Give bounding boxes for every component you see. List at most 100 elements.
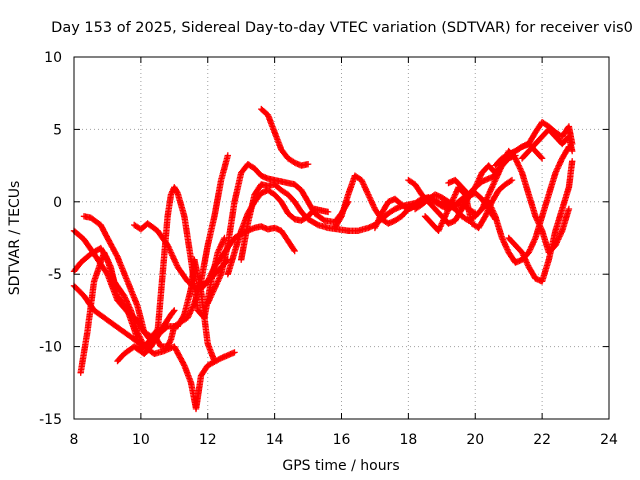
data-point [205, 298, 212, 305]
data-point [291, 247, 298, 255]
series-track-12 [204, 161, 352, 307]
data-point [532, 213, 539, 220]
x-tick-label: 16 [333, 432, 351, 448]
data-point [121, 294, 128, 301]
data-point [498, 163, 505, 171]
data-point [224, 152, 231, 159]
data-point [372, 223, 379, 230]
data-point [168, 189, 175, 197]
data-point [489, 207, 496, 214]
data-layer [70, 105, 576, 413]
data-point [165, 243, 172, 250]
data-point [520, 252, 527, 259]
data-point [337, 214, 344, 221]
series-track-11 [258, 105, 312, 169]
x-tick-label: 8 [70, 432, 79, 448]
x-tick-labels: 8 10 12 14 16 18 20 22 24 [70, 432, 618, 448]
data-point [435, 226, 443, 233]
data-point [557, 231, 564, 239]
data-point [538, 155, 546, 162]
data-point [492, 175, 500, 182]
series-track-6 [114, 307, 178, 365]
y-axis-label: SDTVAR / TECUs [7, 181, 23, 296]
y-tick-labels: -15 -10 -5 0 5 10 [39, 50, 62, 428]
data-point [500, 237, 507, 245]
data-point [216, 244, 223, 252]
data-point [207, 271, 215, 278]
data-point [173, 260, 180, 268]
x-tick-label: 24 [600, 432, 618, 448]
data-point [167, 337, 174, 344]
data-point [565, 205, 573, 213]
data-point [513, 158, 520, 165]
data-point [207, 292, 215, 300]
data-point [474, 178, 482, 185]
data-point [376, 214, 383, 221]
data-point [514, 161, 522, 168]
y-tick-label: 10 [44, 50, 62, 66]
data-point [450, 195, 457, 203]
data-point [552, 169, 559, 176]
data-point [180, 360, 187, 368]
data-point [100, 249, 108, 256]
data-point [215, 275, 223, 282]
data-point [526, 247, 533, 255]
data-point [451, 192, 458, 200]
data-point [366, 194, 373, 201]
data-point [171, 307, 178, 314]
data-point [369, 201, 377, 208]
data-point [481, 200, 488, 207]
data-point [367, 197, 375, 204]
data-point [498, 234, 506, 242]
data-point [473, 181, 480, 188]
data-point [171, 258, 179, 265]
y-tick-label: -10 [39, 340, 62, 356]
data-point [441, 214, 448, 221]
y-tick-label: -5 [48, 267, 62, 283]
y-tick-label: 0 [53, 195, 62, 211]
data-point [187, 307, 195, 314]
data-point [538, 154, 545, 161]
data-point [518, 168, 525, 175]
data-point [488, 204, 495, 211]
x-tick-label: 14 [266, 432, 284, 448]
data-point [185, 311, 193, 318]
data-point [170, 255, 177, 262]
data-point [106, 260, 113, 268]
data-point [102, 252, 109, 259]
axis-ticks [73, 56, 610, 420]
data-point [113, 252, 120, 259]
data-point [361, 182, 368, 190]
data-point [553, 239, 560, 246]
series-track-2 [70, 282, 238, 413]
series-track-10 [238, 181, 352, 263]
data-point [209, 289, 216, 297]
data-point [477, 172, 484, 179]
data-point [569, 158, 576, 165]
data-point [508, 176, 516, 184]
data-point [166, 246, 173, 253]
data-point [368, 198, 375, 205]
data-point [207, 272, 214, 279]
data-point [555, 162, 562, 169]
series-track-24 [518, 126, 576, 162]
x-tick-label: 20 [466, 432, 484, 448]
data-point [478, 205, 486, 213]
chart-title: Day 153 of 2025, Sidereal Day-to-day VTE… [51, 20, 633, 36]
data-point [487, 187, 494, 194]
data-point [438, 220, 445, 227]
data-point [490, 181, 497, 188]
data-point [211, 284, 219, 291]
data-point [496, 166, 504, 174]
data-point [324, 208, 332, 216]
data-point [484, 208, 491, 216]
data-point [481, 214, 488, 221]
data-point [304, 161, 312, 168]
data-point [213, 281, 220, 288]
data-point [231, 349, 238, 356]
x-axis-label: GPS time / hours [282, 458, 399, 474]
data-point [494, 172, 501, 179]
data-point [290, 246, 298, 253]
data-point [569, 147, 576, 155]
data-point [442, 211, 449, 218]
